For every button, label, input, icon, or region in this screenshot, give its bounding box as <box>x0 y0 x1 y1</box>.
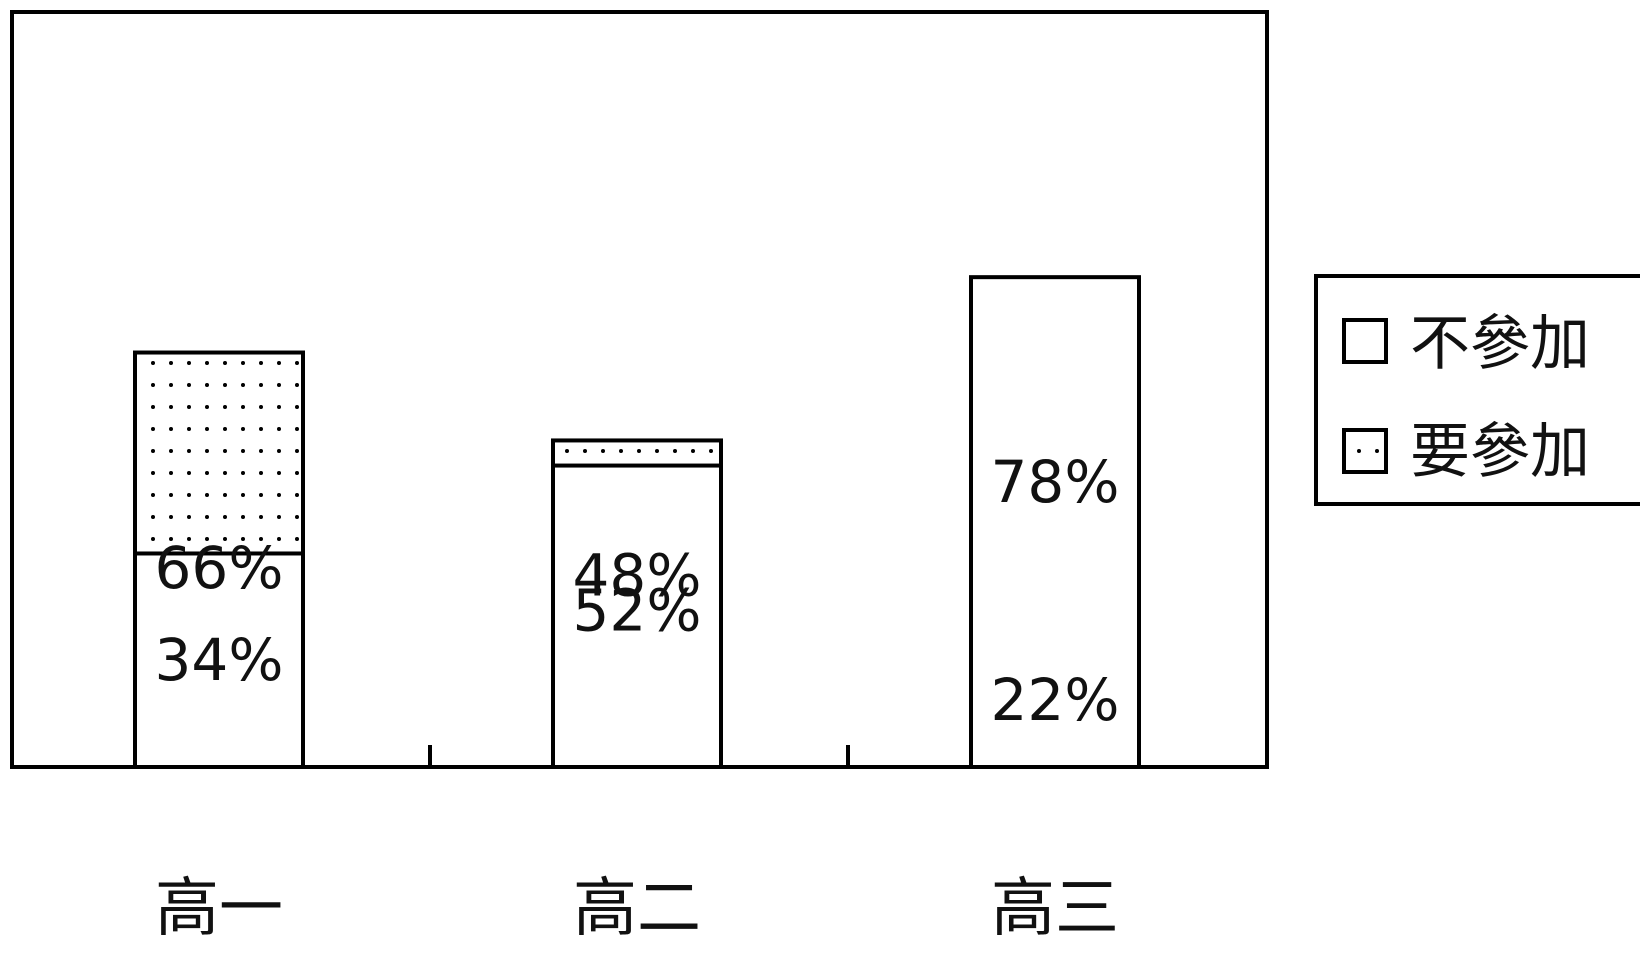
bar-label-not-attend-2: 48% <box>573 542 702 610</box>
bar-label-not-attend-1: 34% <box>155 626 284 694</box>
bar-label-attend-3: 22% <box>991 666 1120 734</box>
bars-group <box>133 275 1141 770</box>
legend: 不參加 要參加 <box>1314 274 1640 506</box>
legend-swatch-attend <box>1342 428 1388 474</box>
category-label-1: 高一 <box>155 872 283 946</box>
bar-segment-not-attend-1 <box>133 551 305 769</box>
bar-label-not-attend-3: 78% <box>991 448 1120 516</box>
category-label-3: 高三 <box>991 872 1119 946</box>
category-label-2: 高二 <box>573 872 701 946</box>
bar-segment-not-attend-3 <box>969 275 1141 769</box>
legend-swatch-not-attend <box>1342 318 1388 364</box>
legend-label-attend: 要參加 <box>1410 417 1590 487</box>
legend-label-not-attend: 不參加 <box>1410 309 1590 379</box>
x-axis-ticks <box>428 745 850 767</box>
bar-segment-not-attend-2 <box>551 463 723 769</box>
bar-label-attend-1: 66% <box>155 534 284 602</box>
bar-labels-group: 66% 34% 52%48% 22% 78% <box>155 448 1120 734</box>
category-labels-group: 高一 高二 高三 <box>155 872 1119 946</box>
bar-label-attend-2: 52% <box>573 576 702 644</box>
